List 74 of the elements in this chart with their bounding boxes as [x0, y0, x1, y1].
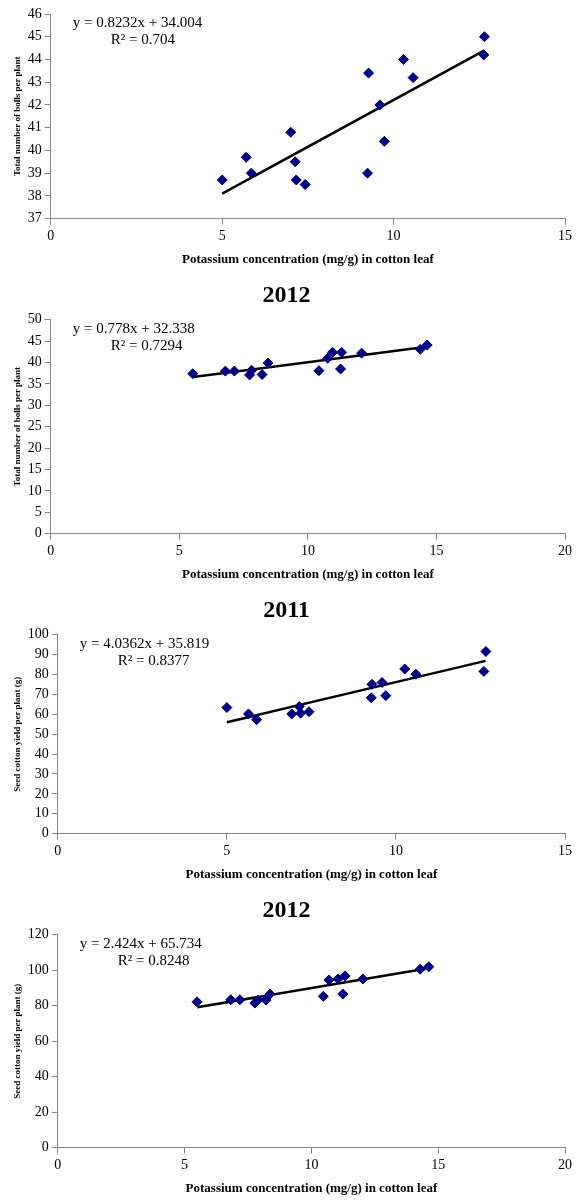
- y-tick-label: 20: [34, 1103, 49, 1119]
- x-tick-label: 20: [558, 1156, 572, 1172]
- x-axis-title: Potassium concentration (mg/g) in cotton leaf: [182, 250, 435, 266]
- annotation: R² = 0.704: [110, 31, 176, 48]
- annotation: R² = 0.7294: [110, 337, 184, 354]
- y-tick-label: 44: [27, 51, 42, 67]
- y-tick-label: 80: [34, 997, 49, 1013]
- annotation: R² = 0.8248: [117, 952, 190, 969]
- y-tick-label: 45: [27, 332, 42, 348]
- x-tick-label: 20: [558, 542, 572, 558]
- y-tick-label: 25: [27, 418, 42, 434]
- y-tick-label: 20: [27, 439, 42, 455]
- y-tick-label: 45: [27, 28, 42, 44]
- annotation: y = 4.0362x + 35.819: [79, 635, 210, 652]
- y-tick-label: 46: [27, 5, 42, 21]
- y-tick-label: 39: [27, 164, 42, 180]
- y-tick-label: 35: [27, 375, 42, 391]
- y-tick-label: 30: [27, 396, 42, 412]
- x-tick-label: 5: [181, 1156, 189, 1172]
- x-tick-label: 15: [431, 1156, 446, 1172]
- y-tick-label: 40: [34, 1068, 49, 1084]
- chart-title: 2012: [262, 280, 311, 307]
- y-axis-title: Total number of bolls per plant: [11, 366, 22, 487]
- y-tick-label: 40: [27, 354, 42, 370]
- x-tick-label: 10: [386, 227, 401, 243]
- y-tick-label: 0: [41, 825, 49, 841]
- x-tick-label: 0: [54, 842, 62, 858]
- y-axis-title: Total number of bolls per plant: [11, 56, 22, 177]
- y-tick-label: 37: [27, 210, 42, 226]
- x-tick-label: 10: [388, 842, 403, 858]
- x-tick-label: 10: [300, 542, 315, 558]
- annotation: y = 2.424x + 65.734: [79, 935, 203, 952]
- x-axis-title: Potassium concentration (mg/g) in cotton leaf: [185, 865, 438, 881]
- y-tick-label: 0: [41, 1139, 49, 1155]
- y-tick-label: 60: [34, 705, 49, 721]
- y-tick-label: 50: [27, 311, 42, 327]
- chart-title: 2012: [262, 895, 311, 922]
- y-tick-label: 40: [27, 142, 42, 158]
- y-axis-title: Seed cotton yield per plant (g): [11, 983, 22, 1099]
- y-tick-label: 50: [34, 725, 49, 741]
- y-tick-label: 80: [34, 666, 49, 682]
- chart-title: 2011: [263, 595, 310, 622]
- x-tick-label: 0: [54, 1156, 62, 1172]
- y-tick-label: 40: [34, 745, 49, 761]
- x-tick-label: 15: [558, 227, 572, 243]
- x-tick-label: 5: [175, 542, 183, 558]
- x-tick-label: 15: [558, 842, 572, 858]
- y-tick-label: 5: [34, 503, 42, 519]
- y-tick-label: 90: [34, 646, 49, 662]
- annotation: y = 0.778x + 32.338: [72, 320, 195, 337]
- x-tick-label: 5: [223, 842, 231, 858]
- y-tick-label: 15: [27, 461, 42, 477]
- y-tick-label: 38: [27, 187, 42, 203]
- x-tick-label: 15: [429, 542, 444, 558]
- y-tick-label: 30: [34, 765, 49, 781]
- y-axis-title: Seed cotton yield per plant (g): [11, 676, 22, 792]
- y-tick-label: 120: [27, 926, 49, 942]
- x-axis-title: Potassium concentration (mg/g) in cotton leaf: [185, 1179, 438, 1195]
- y-tick-label: 43: [27, 73, 42, 89]
- y-tick-label: 10: [34, 805, 49, 821]
- y-tick-label: 100: [27, 961, 49, 977]
- x-tick-label: 10: [304, 1156, 319, 1172]
- y-tick-label: 60: [34, 1032, 49, 1048]
- y-tick-label: 70: [34, 686, 49, 702]
- y-tick-label: 42: [27, 96, 42, 112]
- annotation: R² = 0.8377: [117, 652, 191, 669]
- y-tick-label: 10: [27, 482, 42, 498]
- annotation: y = 0.8232x + 34.004: [72, 14, 203, 31]
- x-axis-title: Potassium concentration (mg/g) in cotton leaf: [182, 565, 435, 581]
- y-tick-label: 20: [34, 785, 49, 801]
- y-tick-label: 0: [34, 525, 42, 541]
- x-tick-label: 5: [218, 227, 226, 243]
- y-tick-label: 100: [27, 626, 49, 642]
- y-tick-label: 41: [27, 119, 42, 135]
